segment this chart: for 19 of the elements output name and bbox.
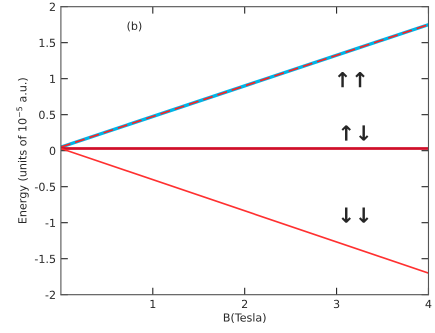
x-axis-title: B(Tesla) (224, 313, 266, 324)
annotation: ↑↓ (342, 125, 368, 141)
x-tick-label: 1 (150, 300, 156, 308)
annotation: ↓↓ (342, 207, 368, 223)
y-tick-label: 0 (50, 146, 56, 156)
x-tick-label: 2 (242, 300, 248, 308)
y-tick-label: 2 (50, 2, 55, 11)
x-tick-label: 3 (334, 300, 340, 308)
x-tick-label: 4 (425, 300, 432, 308)
y-tick-label: -1.5 (34, 254, 56, 264)
y-tick-label: 0.5 (39, 110, 56, 120)
y-tick-label: -1 (46, 218, 56, 227)
annotation: (b) (128, 21, 142, 32)
y-axis-title: Energy (units of 10$^{−5}$ a.u.) (16, 78, 29, 224)
y-tick-label: -0.5 (34, 182, 56, 192)
y-tick-label: 1.5 (40, 38, 56, 48)
annotation: ↑↑ (338, 72, 365, 88)
y-tick-label: 1 (50, 74, 56, 83)
y-tick-label: -2 (46, 290, 55, 299)
